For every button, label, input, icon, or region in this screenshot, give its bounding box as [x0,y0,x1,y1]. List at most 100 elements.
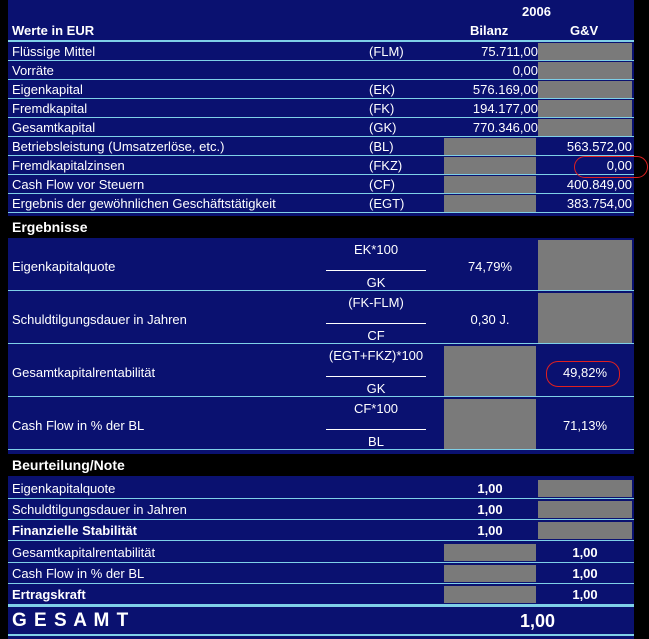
guv-value: 400.849,00 [566,177,632,192]
input-label: Flüssige Mittel [12,44,96,59]
input-abbr: (EGT) [369,196,405,211]
row-divider [8,117,634,118]
row-divider [8,136,634,137]
bottom-divider [8,634,634,636]
bilanz-note: 1,00 [477,481,503,496]
guv-note: 1,00 [572,566,598,581]
section-ergebnisse: Ergebnisse [8,216,634,238]
row-divider [8,519,634,520]
formula-denominator: BL [368,434,384,449]
input-abbr: (FKZ) [369,158,403,173]
beurteilung-label: Finanzielle Stabilität [12,523,137,538]
ergebnis-row: Cash Flow in % der BL CF*100 BL 71,13% [8,397,634,450]
row-divider [8,343,634,344]
input-label: Cash Flow vor Steuern [12,177,145,192]
ergebnis-label: Eigenkapitalquote [12,259,116,274]
guv-blank-cell [538,119,632,136]
ergebnis-row: Schuldtilgungsdauer in Jahren (FK-FLM) CF 0… [8,291,634,344]
bilanz-value: 770.346,00 [472,120,538,135]
bilanz-note: 1,00 [477,523,503,538]
gesamt-value: 1,00 [520,611,556,631]
year-label: 2006 [522,4,551,19]
formula-fraction-line [326,429,426,430]
guv-value: 71,13% [562,418,608,433]
bilanz-value: 0,30 J. [470,312,510,327]
bilanz-value: 74,79% [467,259,513,274]
gesamt-label: G E S A M T [12,610,130,631]
ergebnis-row: Eigenkapitalquote EK*100 GK 74,79% [8,238,634,291]
row-divider [8,193,634,194]
input-row: Vorräte 0,00 [8,61,634,80]
beurteilung-row: Eigenkapitalquote 1,00 [8,478,634,499]
row-divider [8,155,634,156]
guv-blank-cell [538,480,632,497]
row-divider [8,562,634,563]
section-beurteilung-title: Beurteilung/Note [12,457,125,473]
guv-blank-cell [538,240,632,290]
bilanz-blank-cell [444,157,536,174]
guv-value: 0,00 [606,158,632,173]
col-bilanz-header: Bilanz [470,23,509,38]
input-row: Betriebsleistung (Umsatzerlöse, etc.) (BL… [8,137,634,156]
formula-numerator: (FK-FLM) [348,295,404,310]
beurteilung-label: Cash Flow in % der BL [12,566,145,581]
section-beurteilung: Beurteilung/Note [8,454,634,476]
formula-fraction-line [326,270,426,271]
guv-note: 1,00 [572,587,598,602]
formula-fraction-line [326,323,426,324]
bilanz-blank-cell [444,399,536,449]
input-abbr: (FLM) [369,44,404,59]
bilanz-blank-cell [444,138,536,155]
bilanz-blank-cell [444,176,536,193]
input-abbr: (BL) [369,139,394,154]
input-abbr: (CF) [369,177,395,192]
input-abbr: (EK) [369,82,395,97]
bilanz-value: 0,00 [512,63,538,78]
guv-note: 1,00 [572,545,598,560]
guv-blank-cell [538,62,632,79]
guv-value: 563.572,00 [566,139,632,154]
row-divider [8,540,634,541]
row-divider [8,290,634,291]
bilanz-note: 1,00 [477,502,503,517]
bilanz-value: 576.169,00 [472,82,538,97]
row-divider [8,174,634,175]
bilanz-blank-cell [444,586,536,603]
highlight-gkr-circle [546,361,620,387]
input-abbr: (GK) [369,120,397,135]
formula-denominator: GK [366,275,386,290]
formula-denominator: GK [366,381,386,396]
input-label: Betriebsleistung (Umsatzerlöse, etc.) [12,139,225,154]
guv-value: 49,82% [562,365,608,380]
input-label: Eigenkapital [12,82,83,97]
highlight-fkz-circle [574,156,648,178]
input-row: Eigenkapital (EK) 576.169,00 [8,80,634,99]
guv-blank-cell [538,522,632,539]
guv-blank-cell [538,81,632,98]
ergebnis-label: Schuldtilgungsdauer in Jahren [12,312,187,327]
ergebnis-label: Gesamtkapitalrentabilität [12,365,156,380]
ergebnis-label: Cash Flow in % der BL [12,418,145,433]
input-abbr: (FK) [369,101,395,116]
beurteilung-row: Finanzielle Stabilität 1,00 [8,520,634,541]
input-label: Ergebnis der gewöhnlichen Geschäftstätig… [12,196,276,211]
input-row: Ergebnis der gewöhnlichen Geschäftstätig… [8,194,634,213]
beurteilung-row: Schuldtilgungsdauer in Jahren 1,00 [8,499,634,520]
input-label: Vorräte [12,63,54,78]
kennzahlen-sheet: 2006 Werte in EUR Bilanz G&V Flüssige Mi… [8,0,648,639]
row-divider [8,449,634,450]
guv-blank-cell [538,43,632,60]
row-divider [8,79,634,80]
bilanz-blank-cell [444,544,536,561]
bilanz-value: 75.711,00 [481,44,538,59]
formula-numerator: EK*100 [353,242,399,257]
input-label: Fremdkapital [12,101,88,116]
input-row: Cash Flow vor Steuern (CF) 400.849,00 [8,175,634,194]
beurteilung-row: Cash Flow in % der BL 1,00 [8,563,634,584]
bilanz-value: 194.177,00 [472,101,538,116]
section-ergebnisse-title: Ergebnisse [12,219,88,235]
bilanz-blank-cell [444,346,536,396]
header-title: Werte in EUR [12,23,95,38]
row-divider [8,498,634,499]
beurteilung-label: Gesamtkapitalrentabilität [12,545,156,560]
